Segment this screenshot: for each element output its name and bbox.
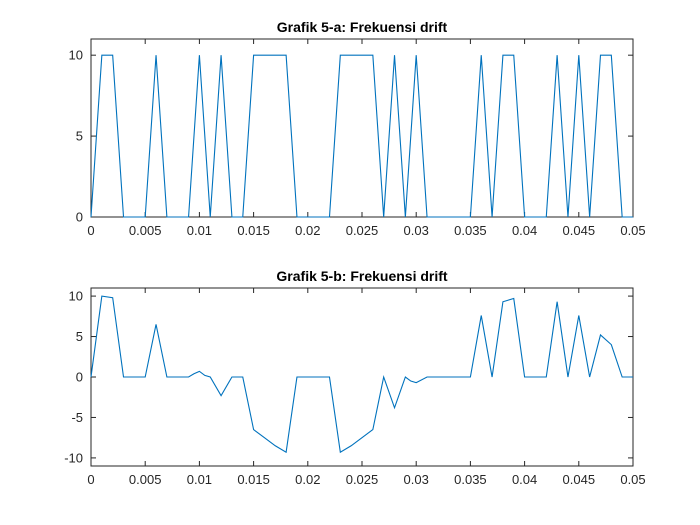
subplot-5b-y-tick-label: 0 [76,370,83,385]
subplot-5a-x-tick-label: 0.005 [129,223,162,238]
subplot-5a-y-tick-label: 0 [76,210,83,225]
subplot-5b-series-line [90,295,633,454]
subplot-5a-x-tick-label: 0 [87,223,94,238]
subplot-5b-x-tick-label: 0.045 [563,472,596,487]
subplot-5a-x-ticks: 0 0.005 0.01 0.015 0.02 0.025 0.03 0.035 0.04 0.0… [87,39,646,238]
subplot-5b-x-tick-label: 0.025 [346,472,379,487]
subplot-5a-series-line [90,54,633,218]
subplot-5a-x-tick-label: 0.015 [237,223,270,238]
subplot-5a-x-tick-label: 0.02 [295,223,320,238]
subplot-5a-x-tick-label: 0.05 [620,223,645,238]
subplot-5b-x-tick-label: 0.04 [512,472,537,487]
subplot-5a-x-tick-label: 0.03 [404,223,429,238]
subplot-5a-x-tick-label: 0.04 [512,223,537,238]
subplot-5b-title: Grafik 5-b: Frekuensi drift [276,268,447,284]
subplot-5b-x-tick-label: 0.035 [454,472,487,487]
subplot-5b-x-tick-label: 0.05 [620,472,645,487]
subplot-5a-title: Grafik 5-a: Frekuensi drift [277,19,448,35]
subplot-5a-y-tick-label: 10 [69,48,83,63]
subplot-5b-x-tick-label: 0.005 [129,472,162,487]
subplot-5b-x-tick-label: 0.02 [295,472,320,487]
subplot-5b-x-tick-label: 0.03 [404,472,429,487]
subplot-5a-x-tick-label: 0.01 [187,223,212,238]
subplot-5a-x-tick-label: 0.025 [346,223,379,238]
subplot-5b-y-tick-label: -5 [71,410,83,425]
subplot-5b-y-ticks: -10 -5 0 5 10 [64,289,633,465]
subplot-5b-y-tick-label: 10 [69,289,83,304]
subplot-5a-axes-box [90,38,634,218]
subplot-5a-x-tick-label: 0.035 [454,223,487,238]
subplot-5a: Grafik 5-a: Frekuensi drift 0 0.005 0.01 0.… [69,19,646,238]
subplot-5a-y-ticks: 0 5 10 [69,48,633,225]
subplot-5b-y-tick-label: -10 [64,450,83,465]
subplot-5b-x-tick-label: 0 [87,472,94,487]
subplot-5b-x-tick-label: 0.01 [187,472,212,487]
subplot-5b: Grafik 5-b: Frekuensi drift 0 0.005 0.01 0.… [64,268,645,487]
subplot-5b-x-ticks: 0 0.005 0.01 0.015 0.02 0.025 0.03 0.035 0.04 0.0… [87,288,646,487]
subplot-5b-y-tick-label: 5 [76,329,83,344]
subplot-5a-y-tick-label: 5 [76,129,83,144]
subplot-5b-x-tick-label: 0.015 [237,472,270,487]
subplot-5a-x-tick-label: 0.045 [563,223,596,238]
